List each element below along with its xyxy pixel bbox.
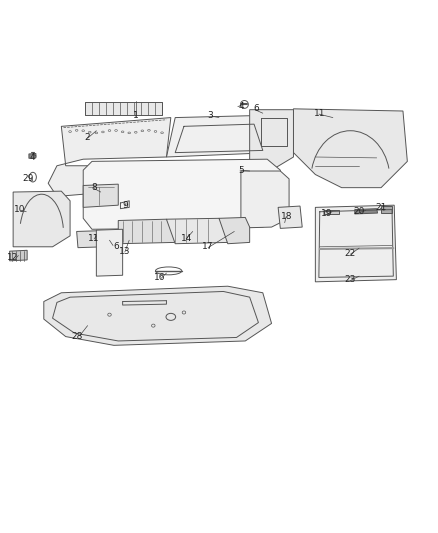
Polygon shape [250, 110, 293, 170]
Polygon shape [10, 251, 27, 261]
Polygon shape [96, 229, 123, 276]
Text: 2: 2 [85, 133, 90, 142]
Polygon shape [324, 209, 339, 214]
Text: 19: 19 [321, 209, 332, 219]
Polygon shape [278, 206, 302, 229]
Text: 28: 28 [71, 332, 82, 341]
Text: 13: 13 [119, 247, 131, 256]
Text: 10: 10 [14, 205, 25, 214]
Text: 29: 29 [23, 174, 34, 183]
Text: 22: 22 [345, 249, 356, 258]
Polygon shape [166, 219, 228, 244]
Text: 11: 11 [88, 233, 100, 243]
Text: 6: 6 [113, 243, 119, 251]
Polygon shape [166, 115, 272, 157]
Polygon shape [48, 118, 171, 197]
Polygon shape [315, 205, 396, 282]
Polygon shape [219, 217, 250, 244]
Text: 11: 11 [314, 109, 325, 118]
Text: 9: 9 [122, 201, 128, 209]
Polygon shape [241, 171, 289, 228]
Text: 21: 21 [375, 203, 387, 212]
Text: 1: 1 [133, 111, 139, 120]
Polygon shape [77, 231, 104, 248]
Polygon shape [293, 109, 407, 188]
Polygon shape [118, 219, 175, 244]
Text: 5: 5 [238, 166, 244, 175]
Polygon shape [44, 286, 272, 345]
Polygon shape [13, 191, 70, 247]
Text: 4: 4 [238, 102, 244, 111]
Text: 6: 6 [253, 104, 259, 114]
Text: 3: 3 [207, 111, 213, 120]
Text: 18: 18 [281, 212, 293, 221]
Text: 14: 14 [180, 233, 192, 243]
Polygon shape [381, 206, 392, 213]
Text: 17: 17 [202, 243, 214, 251]
Polygon shape [83, 184, 118, 207]
Text: 8: 8 [91, 183, 97, 192]
Text: 20: 20 [353, 207, 365, 216]
Polygon shape [29, 154, 36, 158]
Text: 4: 4 [30, 152, 35, 161]
Polygon shape [83, 159, 280, 229]
Polygon shape [355, 209, 378, 214]
Text: 16: 16 [154, 273, 166, 282]
FancyBboxPatch shape [85, 102, 162, 115]
Text: 23: 23 [345, 275, 356, 284]
Text: 12: 12 [7, 253, 19, 262]
